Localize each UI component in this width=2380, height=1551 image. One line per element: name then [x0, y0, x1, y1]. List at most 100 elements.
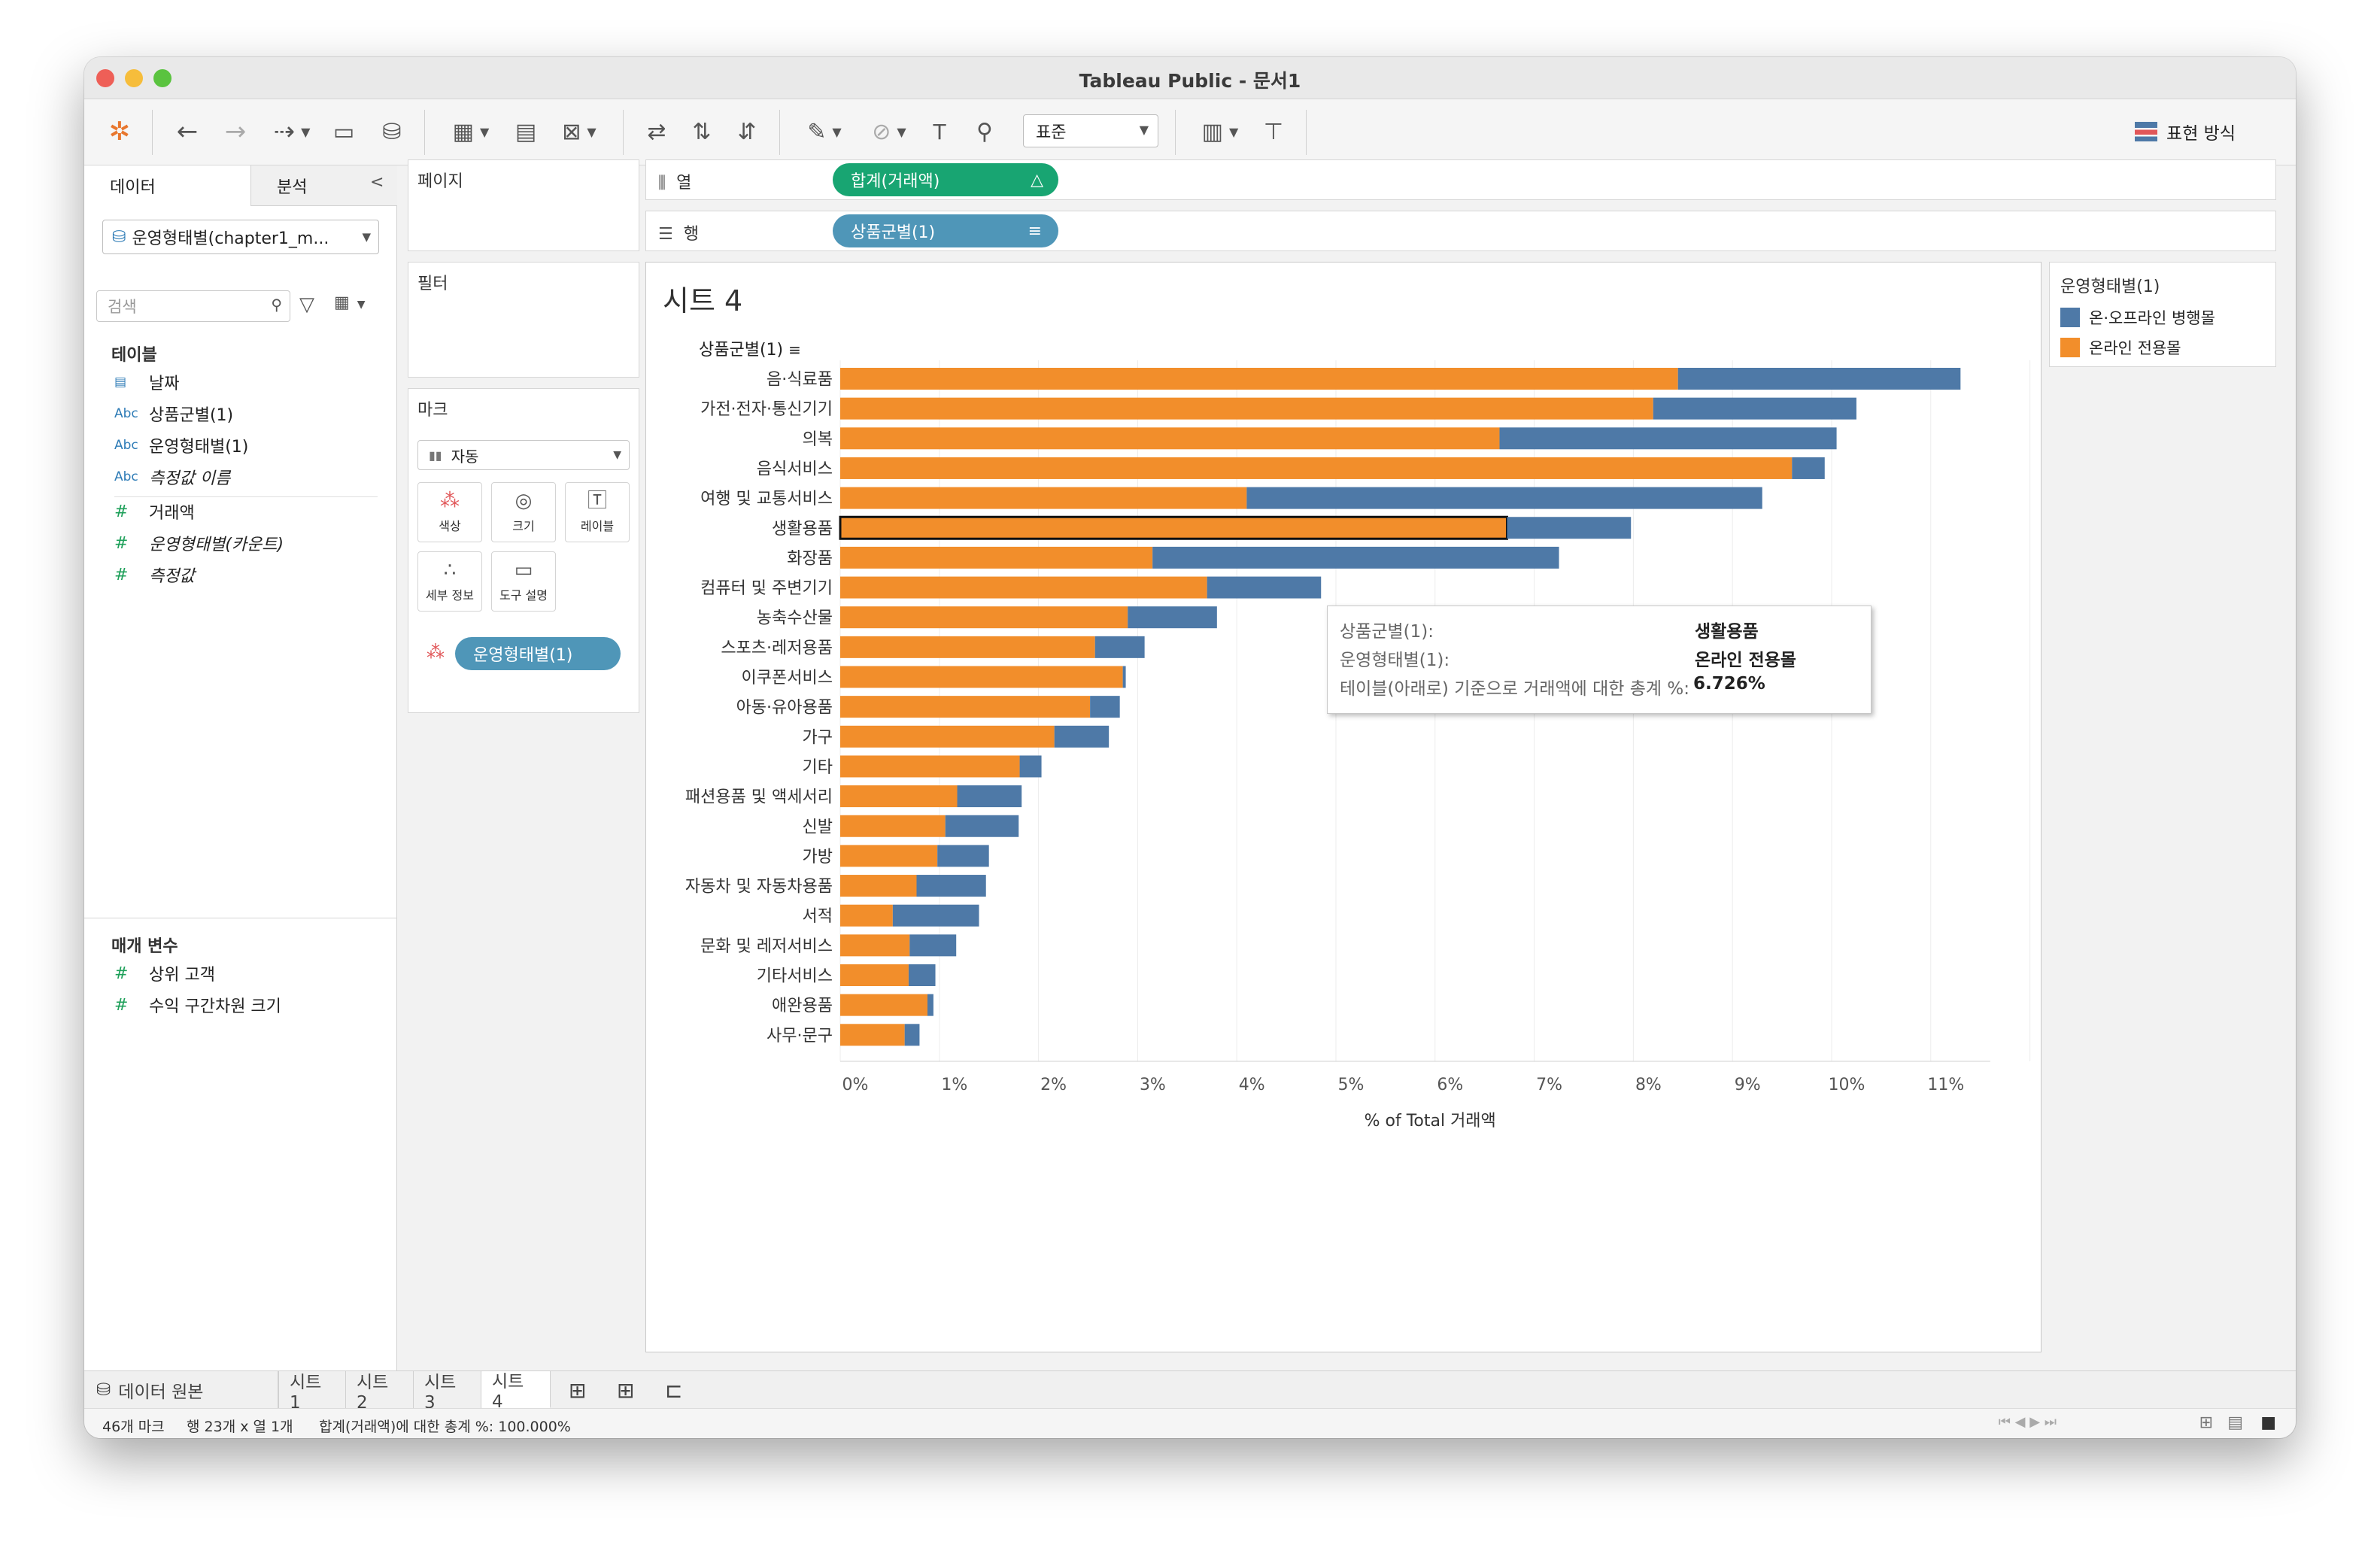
undo-icon[interactable]: ←	[176, 117, 199, 147]
bar-segment[interactable]	[840, 546, 1153, 569]
bar-segment[interactable]	[1677, 368, 1961, 390]
legend-item-online[interactable]: 온라인 전용몰	[2060, 336, 2181, 359]
mark-type-select[interactable]: ▮▮ 자동 ▼	[417, 440, 630, 470]
clear-sheet-icon[interactable]: ⊠ ▼	[562, 118, 597, 145]
new-dashboard-icon[interactable]: ⊞	[617, 1377, 635, 1403]
search-input[interactable]: 검색 ⚲	[96, 290, 290, 322]
filters-card[interactable]: 필터	[408, 262, 639, 378]
bar-segment[interactable]	[916, 875, 986, 897]
tab-analysis[interactable]: 분석	[251, 165, 397, 206]
show-labels-icon[interactable]: T	[933, 119, 946, 144]
bar-segment[interactable]	[908, 964, 936, 986]
swap-rows-columns-icon[interactable]: ⇄	[647, 118, 666, 145]
save-icon[interactable]: ▭	[332, 118, 355, 145]
redo-icon[interactable]: →	[224, 117, 247, 147]
tooltip-mark-button[interactable]: ▭ 도구 설명	[491, 551, 556, 612]
collapse-pane-icon[interactable]: <	[370, 173, 384, 192]
bar-segment[interactable]	[1128, 606, 1217, 629]
row-header[interactable]: 상품군별(1) ≡	[699, 341, 801, 360]
field-measure-names[interactable]: Abc 측정값 이름	[114, 469, 231, 488]
bar-segment[interactable]	[840, 755, 1020, 778]
bar-segment[interactable]	[840, 875, 917, 897]
bar-segment[interactable]	[840, 457, 1793, 479]
bar-segment[interactable]	[840, 934, 910, 957]
bar-segment[interactable]	[840, 904, 893, 927]
bar-segment[interactable]	[840, 725, 1055, 748]
bar-segment[interactable]	[840, 815, 946, 837]
swap-icon[interactable]: ⇢ ▼	[273, 117, 311, 147]
bar-segment[interactable]	[904, 1024, 920, 1046]
param-profit-bin-size[interactable]: # 수익 구간차원 크기	[114, 995, 281, 1017]
minimize-window-button[interactable]	[125, 69, 143, 87]
bar-segment[interactable]	[840, 427, 1500, 450]
sheet-tab-3[interactable]: 시트 3	[414, 1371, 481, 1413]
field-product-category[interactable]: Abc 상품군별(1)	[114, 406, 234, 425]
grid-view-icon[interactable]: ⊞	[2199, 1413, 2213, 1432]
columns-pill[interactable]: 합계(거래액) △	[833, 163, 1058, 196]
bar-segment[interactable]	[840, 666, 1123, 688]
bar-segment[interactable]	[840, 1024, 905, 1046]
bar-segment[interactable]	[909, 934, 957, 957]
sheet-navigation[interactable]: ⏮ ◀ ▶ ⏭	[1998, 1414, 2057, 1430]
sort-ascending-icon[interactable]: ⇅	[692, 118, 712, 145]
filmstrip-view-icon[interactable]: ▤	[2227, 1413, 2243, 1432]
bar-segment[interactable]	[840, 964, 909, 986]
bar-segment[interactable]	[1094, 636, 1145, 658]
show-cards-icon[interactable]: ▥ ▼	[1201, 118, 1239, 145]
sheet-tab-4[interactable]: 시트 4	[481, 1371, 551, 1412]
bar-segment[interactable]	[1019, 755, 1042, 778]
new-datasource-icon[interactable]: ⛁	[382, 118, 402, 145]
bar-segment[interactable]	[1090, 696, 1120, 718]
view-options-icon[interactable]: ▦ ▼	[334, 293, 366, 312]
bar-segment[interactable]	[937, 845, 989, 867]
field-operation-type[interactable]: Abc 운영형태별(1)	[114, 438, 249, 457]
new-worksheet-icon[interactable]: ▦ ▼	[452, 118, 490, 145]
zoom-window-button[interactable]	[153, 69, 172, 87]
tab-data[interactable]: 데이터	[84, 165, 251, 206]
param-top-customers[interactable]: # 상위 고객	[114, 964, 215, 985]
bar-segment[interactable]	[840, 368, 1678, 390]
field-operation-count[interactable]: # 운영형태별(카운트)	[114, 533, 284, 555]
close-window-button[interactable]	[96, 69, 114, 87]
new-worksheet-icon[interactable]: ⊞	[569, 1377, 587, 1403]
bar-segment[interactable]	[1792, 457, 1825, 479]
sort-icon[interactable]: ≡	[788, 341, 801, 359]
bar-segment[interactable]	[1246, 487, 1762, 509]
field-measure-values[interactable]: # 측정값	[114, 565, 195, 587]
bar-segment[interactable]	[840, 994, 927, 1016]
bar-segment[interactable]	[945, 815, 1019, 837]
bar-segment[interactable]	[840, 785, 958, 808]
bar-segment[interactable]	[840, 696, 1091, 718]
bar-segment[interactable]	[957, 785, 1022, 808]
presentation-mode-icon[interactable]: ⊤	[1263, 118, 1284, 145]
bar-segment[interactable]	[840, 636, 1095, 658]
highlight-icon[interactable]: ✎ ▼	[807, 118, 842, 145]
bar-segment[interactable]	[840, 576, 1207, 599]
bar-segment[interactable]	[840, 606, 1128, 629]
field-date[interactable]: ▤ 날짜	[114, 375, 180, 393]
group-members-icon[interactable]: ⊘ ▼	[872, 118, 906, 145]
show-me-button[interactable]: 표현 방식	[2135, 119, 2236, 144]
bar-segment[interactable]	[840, 487, 1247, 509]
bar-segment[interactable]	[1207, 576, 1322, 599]
tabs-view-icon[interactable]: ■	[2260, 1413, 2276, 1432]
tableau-logo-icon[interactable]: ✲	[108, 117, 131, 147]
pages-card[interactable]: 페이지	[408, 159, 639, 251]
color-mark-button[interactable]: ⁂ 색상	[417, 482, 482, 542]
bar-segment[interactable]	[1054, 725, 1110, 748]
bar-segment[interactable]	[927, 994, 933, 1016]
filter-fields-icon[interactable]: ▽	[299, 293, 314, 316]
bar-segment[interactable]	[1653, 397, 1856, 420]
bar-segment[interactable]	[840, 845, 938, 867]
bar-segment[interactable]	[839, 515, 1508, 540]
detail-mark-button[interactable]: ∴ 세부 정보	[417, 551, 482, 612]
rows-pill[interactable]: 상품군별(1) ≡	[833, 214, 1058, 247]
bar-segment[interactable]	[1122, 666, 1126, 688]
sheet-tab-1[interactable]: 시트 1	[278, 1371, 346, 1413]
sheet-tab-2[interactable]: 시트 2	[346, 1371, 414, 1413]
duplicate-sheet-icon[interactable]: ▤	[515, 118, 537, 145]
color-pill[interactable]: 운영형태별(1)	[455, 637, 621, 670]
size-mark-button[interactable]: ◎ 크기	[491, 482, 556, 542]
bar-segment[interactable]	[892, 904, 979, 927]
field-transaction-amount[interactable]: # 거래액	[114, 502, 195, 524]
